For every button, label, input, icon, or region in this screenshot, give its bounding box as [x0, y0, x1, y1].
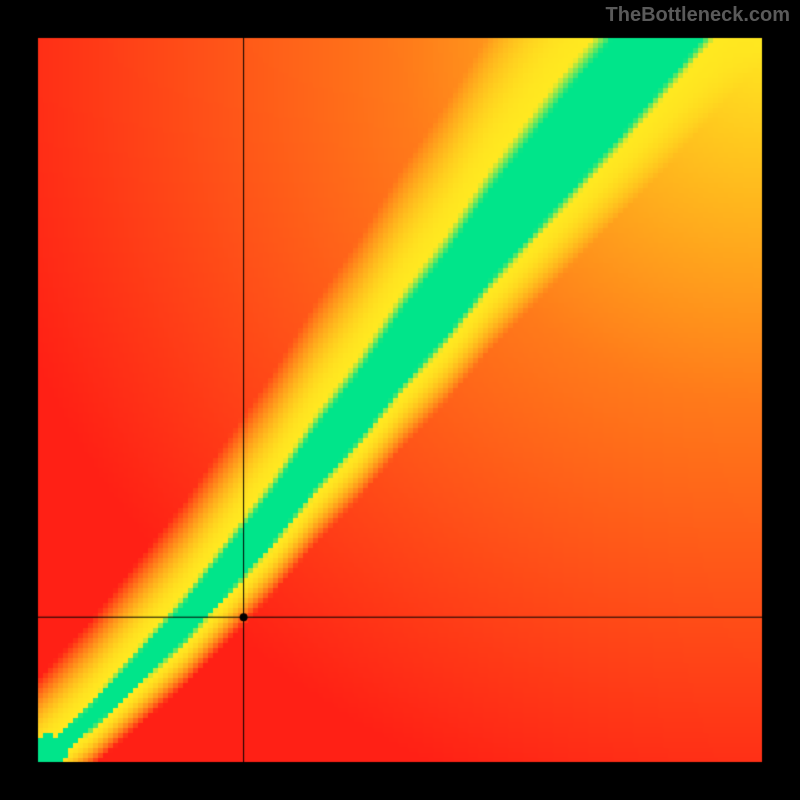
watermark-text: TheBottleneck.com [606, 4, 790, 27]
chart-container: TheBottleneck.com [0, 0, 800, 800]
bottleneck-heatmap [0, 0, 800, 800]
